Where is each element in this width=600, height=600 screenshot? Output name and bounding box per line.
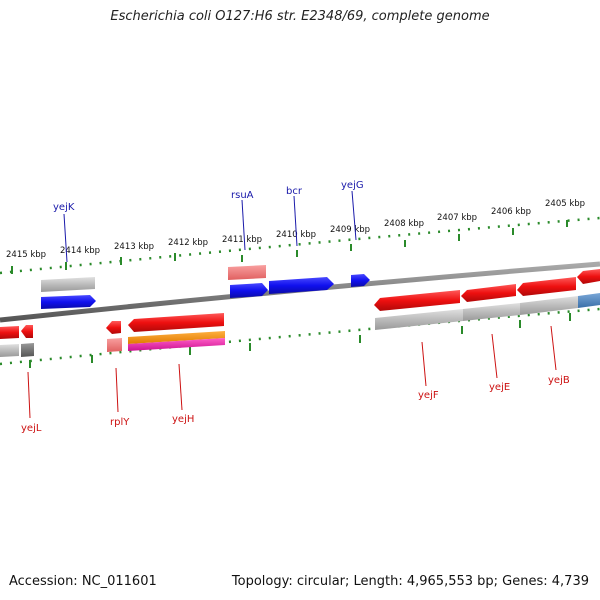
gene-label-rsuA[interactable]: rsuA	[231, 190, 254, 201]
cds-feature	[463, 303, 520, 321]
cds-feature	[578, 293, 600, 308]
gene-arrow-yejE	[461, 284, 516, 302]
reverse-strand-features	[0, 269, 600, 357]
cds-feature	[128, 338, 225, 351]
genome-summary-text: Topology: circular; Length: 4,965,553 bp…	[231, 574, 589, 589]
reverse-gene-labels	[27, 325, 557, 419]
outer-major-ticks	[11, 220, 568, 274]
forward-gene-labels	[63, 190, 357, 263]
map-title: Escherichia coli O127:H6 str. E2348/69, …	[110, 9, 490, 24]
scale-label: 2413 kbp	[114, 242, 154, 252]
gene-arrow-yejB	[517, 277, 576, 296]
gene-label-yejK[interactable]: yejK	[53, 202, 75, 213]
accession-text: Accession: NC_011601	[9, 574, 157, 589]
cds-feature	[107, 338, 122, 352]
cds-feature	[21, 343, 34, 357]
gene-label-bcr[interactable]: bcr	[286, 186, 303, 197]
scale-label: 2406 kbp	[491, 207, 531, 217]
gene-arrow-bcr	[269, 277, 334, 294]
inner-major-ticks	[29, 313, 571, 368]
scale-label: 2405 kbp	[545, 199, 585, 209]
cds-feature	[128, 331, 225, 344]
gene-arrow-yejF	[374, 290, 460, 311]
gene-arrow-yejL-a	[0, 326, 19, 339]
scale-label: 2407 kbp	[437, 213, 477, 223]
scale-label: 2409 kbp	[330, 225, 370, 235]
cds-feature	[41, 277, 95, 292]
gene-arrow-yejA	[577, 269, 600, 284]
gene-label-yejB[interactable]: yejB	[548, 375, 570, 386]
gene-arrow-yejG	[351, 274, 370, 287]
cds-feature	[375, 309, 463, 330]
gene-label-rplY[interactable]: rplY	[110, 417, 130, 428]
scale-label: 2414 kbp	[60, 246, 100, 256]
outer-scale-track	[0, 216, 600, 275]
gene-label-yejH[interactable]: yejH	[172, 414, 194, 425]
cds-feature	[0, 344, 19, 357]
gene-label-yejG[interactable]: yejG	[341, 180, 364, 191]
gene-arrow-yejK	[41, 295, 96, 309]
scale-label: 2411 kbp	[222, 235, 262, 245]
gene-arrow-rplY	[106, 321, 121, 334]
forward-strand-features	[41, 265, 370, 309]
gene-arrow-yejH	[128, 313, 224, 332]
scale-label: 2412 kbp	[168, 238, 208, 248]
cds-feature	[520, 296, 578, 315]
gene-arrow-yejL-b	[21, 325, 33, 338]
gene-label-yejL[interactable]: yejL	[21, 423, 42, 434]
gene-label-yejF[interactable]: yejF	[418, 390, 439, 401]
gene-label-yejE[interactable]: yejE	[489, 382, 510, 393]
scale-label: 2415 kbp	[6, 250, 46, 260]
inner-scale-track	[0, 307, 600, 366]
scale-label: 2408 kbp	[384, 219, 424, 229]
gene-arrow-rsuA	[230, 283, 268, 298]
cds-feature	[228, 265, 266, 280]
